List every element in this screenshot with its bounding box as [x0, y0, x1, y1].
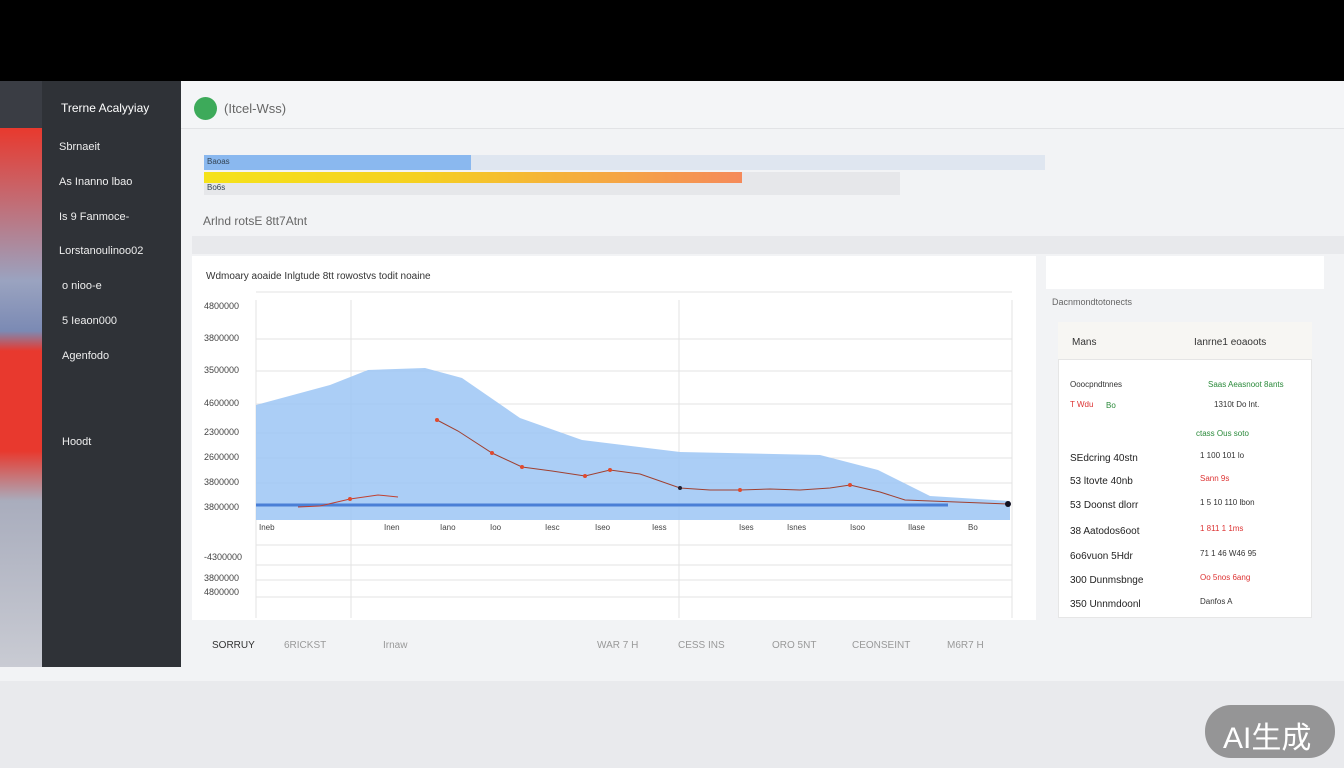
- sidebar: [42, 81, 181, 667]
- section-band: [192, 236, 1344, 254]
- sidebar-item[interactable]: As Inanno lbao: [59, 176, 133, 188]
- x-label: Isnes: [787, 523, 807, 532]
- badge: [1205, 705, 1335, 758]
- tab[interactable]: SORRUY: [212, 640, 255, 651]
- header-label: (Itcel-Wss): [224, 101, 287, 116]
- tab[interactable]: CESS INS: [678, 640, 725, 651]
- summary: ctass Ous soto: [1196, 429, 1249, 438]
- x-label: Ilase: [908, 523, 925, 532]
- side-panel: [1058, 322, 1312, 618]
- y-label: 2300000: [204, 427, 240, 437]
- x-label: Ises: [739, 523, 754, 532]
- y-label: 2600000: [204, 452, 240, 462]
- y-label: 4800000: [204, 587, 240, 597]
- row-value: Oo 5nos 6ang: [1200, 573, 1251, 582]
- sidebar-item[interactable]: o nioo-e: [62, 280, 102, 292]
- summary: T Wdu: [1070, 400, 1094, 409]
- x-label: Iesc: [545, 523, 560, 532]
- row-label: 350 Unnmdoonl: [1070, 599, 1141, 610]
- x-label: Isoo: [850, 523, 866, 532]
- status-dot: [194, 97, 217, 120]
- row-value: 1 100 101 lo: [1200, 451, 1245, 460]
- row-label: 38 Aatodos6oot: [1070, 526, 1140, 537]
- sidebar-item[interactable]: Sbrnaeit: [59, 141, 100, 153]
- tab[interactable]: WAR 7 H: [597, 640, 639, 651]
- y-label: 3500000: [204, 365, 240, 375]
- row-value: 1 5 10 110 lbon: [1200, 498, 1255, 507]
- x-label: Ineb: [259, 523, 275, 532]
- row-label: 53 ltovte 40nb: [1070, 476, 1133, 487]
- row-label: SEdcring 40stn: [1070, 453, 1138, 464]
- y-label: 3800000: [204, 333, 240, 343]
- app-title: Trerne Acalyyiay: [61, 101, 150, 115]
- icon-strip: [0, 81, 42, 667]
- sidebar-item[interactable]: Is 9 Fanmoce-: [59, 211, 130, 223]
- tab[interactable]: M6R7 H: [947, 640, 984, 651]
- summary: 1310t Do lnt.: [1214, 400, 1260, 409]
- progress-bar: [204, 172, 742, 183]
- x-label: Iseo: [595, 523, 611, 532]
- summary: Saas Aeasnoot 8ants: [1208, 380, 1284, 389]
- x-label: Bo: [968, 523, 978, 532]
- sidebar-item[interactable]: 5 Ieaon000: [62, 315, 118, 327]
- x-label: Iano: [440, 523, 456, 532]
- tab[interactable]: CEONSEINT: [852, 640, 911, 651]
- row-value: Danfos A: [1200, 597, 1233, 606]
- row-label: 300 Dunmsbnge: [1070, 575, 1144, 586]
- chart-title: Wdmoary aoaide Inlgtude 8tt rowostvs tod…: [206, 271, 431, 282]
- x-label: Inen: [384, 523, 400, 532]
- x-label: Iess: [652, 523, 667, 532]
- area: [256, 368, 1010, 520]
- header: [181, 81, 1344, 129]
- progress-label: Bo6s: [207, 183, 226, 192]
- side-head: [1058, 322, 1312, 360]
- sidebar-item[interactable]: Hoodt: [62, 436, 92, 448]
- row-value: 71 1 46 W46 95: [1200, 549, 1257, 558]
- row-label: 53 Doonst dlorr: [1070, 500, 1139, 511]
- y-label: 4800000: [204, 301, 240, 311]
- panel-title: Dacnmondtotonects: [1052, 297, 1133, 307]
- y-label: 3800000: [204, 477, 240, 487]
- summary: Ooocpndtnnes: [1070, 380, 1123, 389]
- trend-line: [436, 419, 1009, 505]
- tab[interactable]: Irnaw: [383, 640, 408, 651]
- column-header: Ianrne1 eoaoots: [1194, 337, 1267, 348]
- x-label: Ioo: [490, 523, 502, 532]
- sidebar-item[interactable]: Agenfodo: [62, 350, 110, 362]
- y-label: -4300000: [204, 552, 243, 562]
- y-label: 4600000: [204, 398, 240, 408]
- section-title: Arlnd rotsE 8tt7Atnt: [203, 214, 308, 228]
- tab[interactable]: 6RICKST: [284, 640, 327, 651]
- top-bar: [0, 0, 1344, 81]
- y-label: 3800000: [204, 502, 240, 512]
- sidebar-item[interactable]: Lorstanoulinoo02: [59, 245, 144, 257]
- summary: Bo: [1106, 401, 1116, 410]
- column-header: Mans: [1072, 337, 1097, 348]
- y-label: 3800000: [204, 573, 240, 583]
- tab[interactable]: ORO 5NT: [772, 640, 817, 651]
- progress-bar: [204, 155, 471, 170]
- progress-label: Baoas: [207, 157, 230, 166]
- row-label: 6o6vuon 5Hdr: [1070, 551, 1133, 562]
- row-value: 1 811 1 1ms: [1200, 524, 1244, 533]
- points: [348, 418, 1011, 507]
- side-box: [1046, 256, 1324, 289]
- badge-text: AI生成: [1223, 722, 1312, 755]
- row-value: Sann 9s: [1200, 474, 1230, 483]
